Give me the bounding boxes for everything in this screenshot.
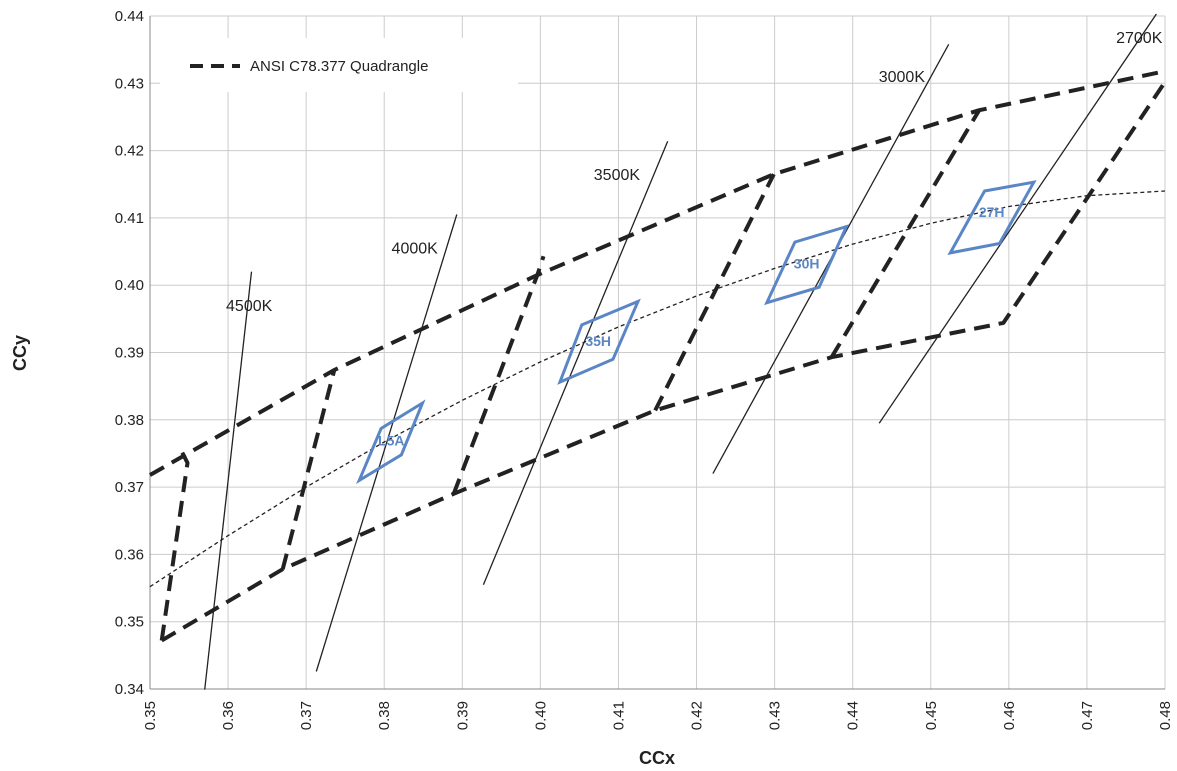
bin-label-l5a: L5A: [378, 432, 404, 448]
cct-label-3500k: 3500K: [594, 167, 641, 184]
isotherm-4500k: [204, 271, 253, 690]
cct-label-3000k: 3000K: [879, 69, 926, 86]
x-tick-label: 0.38: [376, 701, 393, 730]
x-tick-label: 0.44: [845, 701, 862, 730]
cct-labels: 4500K 4000K 3500K 3000K 2700K: [226, 30, 1163, 315]
y-tick-label: 0.35: [115, 614, 144, 631]
y-axis-title: CCy: [10, 335, 30, 371]
y-tick-label: 0.34: [115, 681, 144, 698]
x-tick-label: 0.48: [1157, 701, 1174, 730]
x-tick-label: 0.45: [923, 701, 940, 730]
y-tick-label: 0.40: [115, 277, 144, 294]
y-tick-label: 0.41: [115, 210, 144, 227]
bin-quadrilaterals: L5A 35H 30H 27H: [356, 180, 1037, 485]
quadrangle-divider: [653, 173, 776, 412]
bin-35h: [557, 298, 641, 385]
bin-label-30h: 30H: [794, 255, 820, 271]
axes: 0.35 0.36 0.37 0.38 0.39 0.40 0.41 0.42 0.43 0.44…: [115, 8, 1174, 730]
planckian-locus: [149, 190, 1166, 588]
y-tick-label: 0.42: [115, 143, 144, 160]
ansi-quadrangles: [149, 69, 1167, 643]
quadrangle-divider: [280, 369, 337, 570]
quadrangle-divider: [829, 109, 981, 359]
cct-label-2700k: 2700K: [1116, 30, 1163, 47]
x-tick-label: 0.46: [1001, 701, 1018, 730]
x-tick-label: 0.37: [298, 701, 315, 730]
bin-27h: [947, 180, 1037, 255]
y-tick-label: 0.39: [115, 345, 144, 362]
quadrangle-divider: [159, 451, 190, 641]
cct-label-4500k: 4500K: [226, 298, 273, 315]
bin-30h: [764, 224, 850, 306]
isotherm-3500k: [482, 140, 669, 585]
isotherm-2700k: [878, 13, 1157, 424]
isotherm-lines: [204, 13, 1157, 690]
x-tick-label: 0.36: [220, 701, 237, 730]
quadrangle-lower-boundary: [160, 80, 1167, 643]
bin-label-27h: 27H: [979, 204, 1005, 220]
x-tick-label: 0.39: [454, 701, 471, 730]
y-tick-label: 0.44: [115, 8, 144, 25]
y-tick-label: 0.38: [115, 412, 144, 429]
y-tick-label: 0.43: [115, 75, 144, 92]
bin-label-35h: 35H: [585, 333, 611, 349]
isotherm-4000k: [315, 214, 458, 672]
x-tick-label: 0.41: [610, 701, 627, 730]
grid: [149, 15, 1166, 690]
x-tick-label: 0.47: [1079, 701, 1096, 730]
x-tick-label: 0.42: [689, 701, 706, 730]
bin-l5a: [356, 399, 426, 485]
y-tick-label: 0.37: [115, 479, 144, 496]
x-tick-label: 0.35: [142, 701, 159, 730]
x-tick-label: 0.43: [767, 701, 784, 730]
x-axis-title: CCx: [639, 748, 675, 768]
x-tick-label: 0.40: [532, 701, 549, 730]
legend-label: ANSI C78.377 Quadrangle: [250, 58, 428, 75]
cct-label-4000k: 4000K: [392, 241, 439, 258]
planckian-locus-line: [149, 190, 1166, 588]
y-tick-label: 0.36: [115, 546, 144, 563]
quadrangle-upper-boundary: [149, 69, 1166, 477]
quadrangle-divider: [451, 255, 546, 495]
